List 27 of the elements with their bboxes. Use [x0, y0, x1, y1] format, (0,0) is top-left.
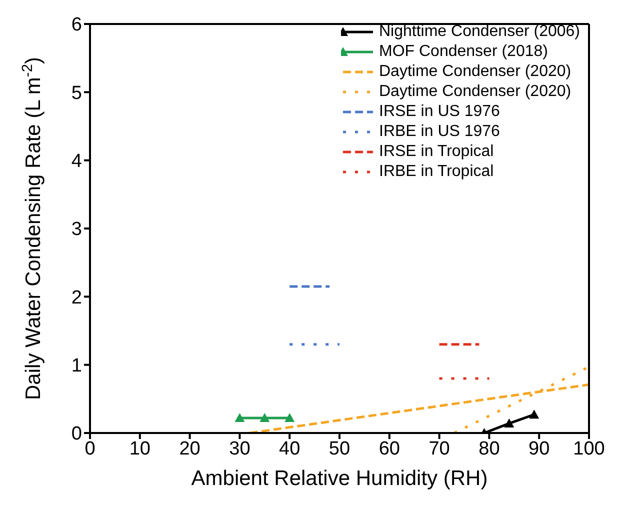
x-tick-label: 70 [428, 438, 450, 460]
y-tick-label: 3 [71, 219, 82, 240]
legend-label: IRSE in US 1976 [379, 102, 500, 122]
y-tick-label: 4 [71, 151, 82, 172]
y-tick-label: 5 [71, 82, 82, 104]
legend-label: IRBE in Tropical [379, 162, 494, 182]
x-tick-label: 20 [179, 438, 200, 460]
x-tick-label: 30 [229, 438, 250, 460]
legend-label: IRSE in Tropical [379, 142, 494, 162]
x-tick-label: 100 [573, 438, 605, 460]
legend-label: MOF Condenser (2018) [379, 42, 548, 62]
x-tick-label: 50 [328, 438, 350, 460]
x-tick-label: 90 [528, 438, 550, 460]
legend-label: Nighttime Condenser (2006) [379, 22, 580, 42]
y-tick-label: 0 [71, 424, 82, 445]
y-tick-label: 1 [71, 356, 82, 377]
legend-label: Daytime Condenser (2020) [379, 82, 572, 102]
y-tick-label: 6 [71, 14, 82, 36]
x-tick-label: 10 [129, 438, 150, 460]
x-tick-label: 0 [84, 438, 96, 460]
x-tick-label: 40 [279, 438, 300, 460]
legend-label: IRBE in US 1976 [379, 122, 500, 142]
x-tick-label: 80 [478, 438, 500, 460]
y-tick-label: 2 [71, 287, 82, 308]
legend-label: Daytime Condenser (2020) [379, 62, 572, 82]
x-axis-title: Ambient Relative Humidity (RH) [191, 467, 488, 490]
x-tick-label: 60 [378, 438, 400, 460]
